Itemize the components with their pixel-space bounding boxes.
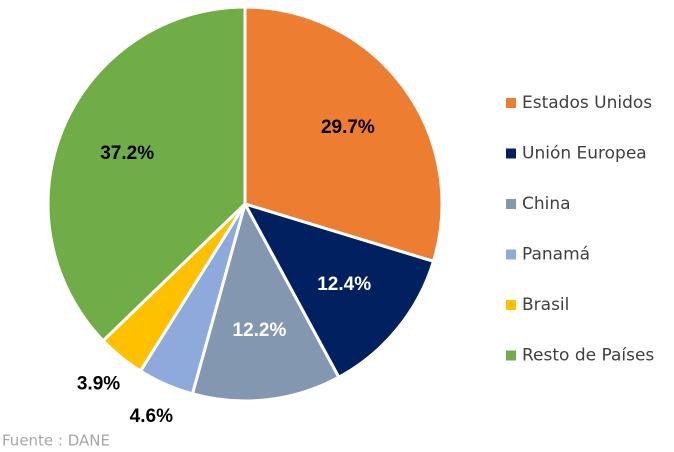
value-label: 3.9% bbox=[77, 374, 120, 395]
legend-label: Resto de Países bbox=[522, 346, 654, 366]
value-label: 4.6% bbox=[130, 406, 173, 427]
pie-slice bbox=[190, 200, 341, 403]
legend-swatch bbox=[506, 249, 516, 260]
legend-label: Brasil bbox=[522, 295, 569, 315]
value-label: 12.2% bbox=[233, 320, 287, 341]
legend-label: China bbox=[522, 194, 571, 214]
value-label: 37.2% bbox=[100, 143, 154, 164]
value-label: 12.4% bbox=[317, 274, 371, 295]
legend-swatch bbox=[506, 350, 516, 361]
legend-label: Estados Unidos bbox=[522, 93, 652, 113]
legend-swatch bbox=[506, 98, 516, 108]
pie-slice bbox=[241, 201, 436, 380]
legend-label: Unión Europea bbox=[522, 144, 647, 164]
legend-swatch bbox=[506, 300, 516, 310]
legend-label: Panamá bbox=[522, 245, 590, 265]
pie-slice bbox=[46, 5, 247, 343]
pie-slice bbox=[243, 5, 444, 264]
legend-swatch bbox=[506, 199, 516, 209]
source: Fuente : DANE bbox=[2, 432, 110, 450]
value-label: 29.7% bbox=[321, 117, 375, 138]
legend-swatch bbox=[506, 148, 516, 159]
